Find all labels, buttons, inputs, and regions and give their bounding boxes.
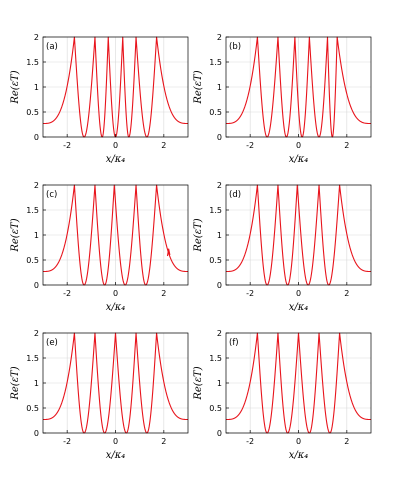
chart-panel: -2 0 2 0 0.5 1 1.5 2 (e) x/κ₄ Re(εT) xyxy=(10,329,189,461)
x-tick-label: 2 xyxy=(161,289,166,298)
y-tick-label: 1 xyxy=(34,83,39,92)
chart-panel: -2 0 2 0 0.5 1 1.5 2 (d) x/κ₄ Re(εT) xyxy=(193,181,372,313)
x-tick-label: -2 xyxy=(246,289,254,298)
panel-label: (e) xyxy=(46,338,58,348)
chart-panel: -2 0 2 0 0.5 1 1.5 2 (b) x/κ₄ Re(εT) xyxy=(193,33,372,165)
x-tick-label: 0 xyxy=(296,437,301,446)
x-tick-label: 0 xyxy=(113,437,118,446)
x-tick-label: -2 xyxy=(63,289,71,298)
y-tick-label: 0.5 xyxy=(209,404,222,413)
y-axis-label: Re(εT) xyxy=(10,366,21,400)
y-tick-label: 1 xyxy=(34,379,39,388)
y-tick-label: 0 xyxy=(34,133,39,142)
y-tick-label: 0.5 xyxy=(26,108,39,117)
y-axis-label: Re(εT) xyxy=(193,366,204,400)
y-tick-label: 1.5 xyxy=(209,58,222,67)
y-tick-label: 1 xyxy=(217,231,222,240)
y-axis-label: Re(εT) xyxy=(193,218,204,252)
x-axis-label: x/κ₄ xyxy=(289,154,309,165)
y-tick-label: 0.5 xyxy=(26,256,39,265)
x-tick-label: 0 xyxy=(113,141,118,150)
x-axis-label: x/κ₄ xyxy=(106,450,126,461)
x-tick-label: 0 xyxy=(296,289,301,298)
y-tick-label: 0.5 xyxy=(209,256,222,265)
y-tick-label: 0 xyxy=(34,429,39,438)
x-tick-label: -2 xyxy=(246,437,254,446)
x-tick-label: 2 xyxy=(344,437,349,446)
y-tick-label: 1.5 xyxy=(26,58,39,67)
y-tick-label: 1 xyxy=(34,231,39,240)
x-tick-label: 0 xyxy=(296,141,301,150)
y-tick-label: 0 xyxy=(217,133,222,142)
panel-label: (f) xyxy=(229,338,239,348)
chart-panel: -2 0 2 0 0.5 1 1.5 2 (f) x/κ₄ Re(εT) xyxy=(193,329,372,461)
chart-panel: -2 0 2 0 0.5 1 1.5 2 (c) x/κ₄ Re(εT) xyxy=(10,181,189,313)
panel-label: (c) xyxy=(46,190,57,200)
y-tick-label: 1.5 xyxy=(26,354,39,363)
x-tick-label: 2 xyxy=(161,141,166,150)
y-axis-label: Re(εT) xyxy=(10,70,21,104)
x-tick-label: -2 xyxy=(63,437,71,446)
y-axis-label: Re(εT) xyxy=(193,70,204,104)
x-tick-label: -2 xyxy=(63,141,71,150)
panel-label: (d) xyxy=(229,190,241,200)
x-axis-label: x/κ₄ xyxy=(289,302,309,313)
y-tick-label: 0 xyxy=(217,429,222,438)
x-tick-label: -2 xyxy=(246,141,254,150)
y-tick-label: 2 xyxy=(217,181,222,190)
y-tick-label: 1.5 xyxy=(209,206,222,215)
y-tick-label: 2 xyxy=(34,329,39,338)
x-tick-label: 2 xyxy=(344,289,349,298)
y-tick-label: 1 xyxy=(217,379,222,388)
panel-label: (a) xyxy=(46,42,58,52)
y-tick-label: 1.5 xyxy=(26,206,39,215)
x-axis-label: x/κ₄ xyxy=(289,450,309,461)
y-tick-label: 1 xyxy=(217,83,222,92)
x-axis-label: x/κ₄ xyxy=(106,302,126,313)
x-axis-label: x/κ₄ xyxy=(106,154,126,165)
x-tick-label: 0 xyxy=(113,289,118,298)
y-tick-label: 0 xyxy=(217,281,222,290)
y-tick-label: 0.5 xyxy=(209,108,222,117)
y-tick-label: 1.5 xyxy=(209,354,222,363)
x-tick-label: 2 xyxy=(344,141,349,150)
x-tick-label: 2 xyxy=(161,437,166,446)
y-tick-label: 2 xyxy=(34,33,39,42)
y-tick-label: 2 xyxy=(34,181,39,190)
y-axis-label: Re(εT) xyxy=(10,218,21,252)
y-tick-label: 2 xyxy=(217,33,222,42)
chart-panel: -2 0 2 0 0.5 1 1.5 2 (a) x/κ₄ Re(εT) xyxy=(10,33,189,165)
curve-glitch-mark xyxy=(166,248,171,257)
y-tick-label: 2 xyxy=(217,329,222,338)
panel-label: (b) xyxy=(229,42,241,52)
y-tick-label: 0.5 xyxy=(26,404,39,413)
y-tick-label: 0 xyxy=(34,281,39,290)
